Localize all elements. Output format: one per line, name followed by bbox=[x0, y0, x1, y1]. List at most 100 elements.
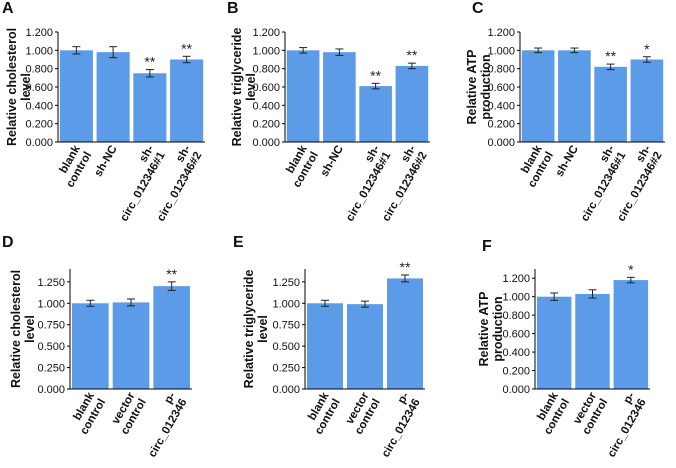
y-axis-label: Relative cholesterollevel bbox=[9, 270, 37, 388]
y-tick-label: 1.200 bbox=[252, 27, 280, 39]
x-tick-label: sh-NC bbox=[92, 144, 119, 179]
x-tick-label: blankcontrol bbox=[531, 390, 572, 437]
panel-letter: D bbox=[2, 234, 14, 251]
y-axis-label-line: Relative cholesterol bbox=[9, 270, 23, 388]
y-tick-label: 0.800 bbox=[502, 310, 530, 322]
y-tick-label: 0.600 bbox=[252, 82, 280, 94]
x-tick-label-line: sh-NC bbox=[554, 144, 581, 179]
y-tick-label: 0.200 bbox=[487, 119, 515, 131]
bar bbox=[72, 303, 109, 389]
significance-label: ** bbox=[406, 47, 417, 63]
x-tick-label: blankcontrol bbox=[302, 390, 343, 437]
y-tick-label: 1.250 bbox=[37, 277, 65, 289]
y-tick-label: 1.000 bbox=[25, 45, 53, 57]
bar bbox=[59, 50, 93, 143]
y-tick-label: 0.600 bbox=[25, 82, 53, 94]
y-tick-label: 1.250 bbox=[272, 277, 300, 289]
significance-label: * bbox=[628, 261, 634, 277]
y-tick-label: 1.200 bbox=[25, 27, 53, 39]
y-axis-label-line: production bbox=[479, 54, 493, 119]
significance-label: ** bbox=[605, 48, 616, 64]
y-tick-label: 0.250 bbox=[272, 363, 300, 375]
y-tick-label: 0.500 bbox=[272, 341, 300, 353]
bar bbox=[558, 50, 591, 143]
y-tick-label: 0.200 bbox=[25, 119, 53, 131]
panel-letter: A bbox=[2, 0, 14, 17]
significance-label: ** bbox=[370, 67, 381, 83]
bar bbox=[133, 73, 167, 142]
y-tick-label: 0.250 bbox=[37, 363, 65, 375]
bar bbox=[395, 65, 429, 142]
x-tick-label-line: circ_012346 bbox=[147, 397, 190, 459]
bar bbox=[521, 50, 555, 143]
y-tick-label: 1.200 bbox=[487, 27, 515, 39]
x-tick-label: blankcontrol bbox=[515, 143, 556, 190]
x-tick-label: blankcontrol bbox=[53, 143, 94, 190]
y-axis-label-line: level bbox=[23, 315, 37, 343]
y-axis-label: Relative cholesterollevel bbox=[5, 28, 33, 146]
x-tick-label: vectorcontrol bbox=[569, 390, 610, 437]
bar bbox=[630, 59, 664, 142]
y-tick-label: 0.200 bbox=[502, 366, 530, 378]
y-tick-label: 0.000 bbox=[252, 137, 280, 149]
y-tick-label: 0.400 bbox=[25, 100, 53, 112]
y-tick-label: 0.000 bbox=[487, 137, 515, 149]
bar bbox=[170, 59, 204, 142]
y-tick-label: 1.000 bbox=[502, 292, 530, 304]
y-axis-label-line: level bbox=[256, 315, 270, 343]
y-tick-label: 0.500 bbox=[37, 341, 65, 353]
significance-label: ** bbox=[181, 40, 192, 56]
y-axis-label-line: Relative triglyceride bbox=[242, 270, 256, 389]
bar bbox=[613, 280, 649, 389]
chart-f: 0.000 0.200 0.400 0.600 0.800 1.000 1.200 Relat… bbox=[477, 261, 650, 459]
x-tick-label-line: sh-NC bbox=[92, 144, 119, 179]
significance-label: * bbox=[644, 41, 650, 57]
panel-d: D 0.000 0.250 0.500 0.750 1.000 1.250 Relative… bbox=[0, 232, 225, 463]
y-tick-label: 0.200 bbox=[252, 119, 280, 131]
y-tick-label: 0.000 bbox=[37, 384, 65, 396]
panel-letter: B bbox=[227, 0, 239, 17]
x-tick-label: sh-NC bbox=[554, 144, 581, 179]
y-axis-label-line: Relative cholesterol bbox=[5, 28, 19, 146]
significance-label: ** bbox=[144, 54, 155, 70]
x-tick-label: blankcontrol bbox=[67, 390, 108, 437]
significance-label: ** bbox=[166, 266, 177, 282]
y-axis-label: Relative triglyceridelevel bbox=[242, 270, 270, 389]
y-tick-label: 1.000 bbox=[272, 298, 300, 310]
y-tick-label: 0.400 bbox=[487, 100, 515, 112]
chart-a: 0.0000.2000.4000.6000.8001.0001.200Relat… bbox=[5, 27, 205, 224]
y-tick-label: 0.600 bbox=[487, 82, 515, 94]
panel-letter: C bbox=[472, 0, 484, 17]
y-axis-label: Relative triglyceridelevel bbox=[230, 28, 258, 147]
y-tick-label: 0.400 bbox=[252, 100, 280, 112]
y-tick-label: 1.000 bbox=[252, 45, 280, 57]
y-axis-label-line: production bbox=[491, 296, 505, 361]
bar bbox=[96, 52, 130, 142]
panel-c: C 0.000 0.200 0.400 0.600 0.800 1.000 1.200 Rel… bbox=[450, 0, 676, 232]
y-tick-label: 1.000 bbox=[487, 45, 515, 57]
x-tick-label-line: sh-NC bbox=[319, 144, 346, 179]
panel-letter: E bbox=[233, 234, 244, 251]
y-tick-label: 0.000 bbox=[502, 384, 530, 396]
y-axis-label-line: Relative triglyceride bbox=[230, 28, 244, 147]
y-tick-label: 0.750 bbox=[272, 320, 300, 332]
bar bbox=[347, 304, 383, 389]
panel-e: E 0.000 0.250 0.500 0.750 1.000 1.250 Relative… bbox=[225, 232, 450, 463]
chart-b: 0.0000.2000.4000.6000.8001.0001.200Relat… bbox=[230, 27, 430, 224]
y-axis-label: Relative ATPproduction bbox=[477, 291, 505, 366]
x-tick-label-line: circ_012346 bbox=[606, 397, 649, 459]
y-tick-label: 0.600 bbox=[502, 329, 530, 341]
y-tick-label: 0.750 bbox=[37, 320, 65, 332]
y-axis-label-line: level bbox=[19, 73, 33, 101]
x-tick-label: vectorcontrol bbox=[108, 390, 149, 437]
bar bbox=[594, 66, 627, 142]
y-tick-label: 0.800 bbox=[25, 64, 53, 76]
x-tick-label: vectorcontrol bbox=[342, 390, 383, 437]
bar bbox=[307, 303, 343, 389]
panel-letter: F bbox=[482, 238, 492, 255]
y-tick-label: 0.800 bbox=[252, 64, 280, 76]
panel-b: B 0.000 0.200 0.400 0.600 0.800 1.000 1.200 Rel… bbox=[225, 0, 450, 232]
